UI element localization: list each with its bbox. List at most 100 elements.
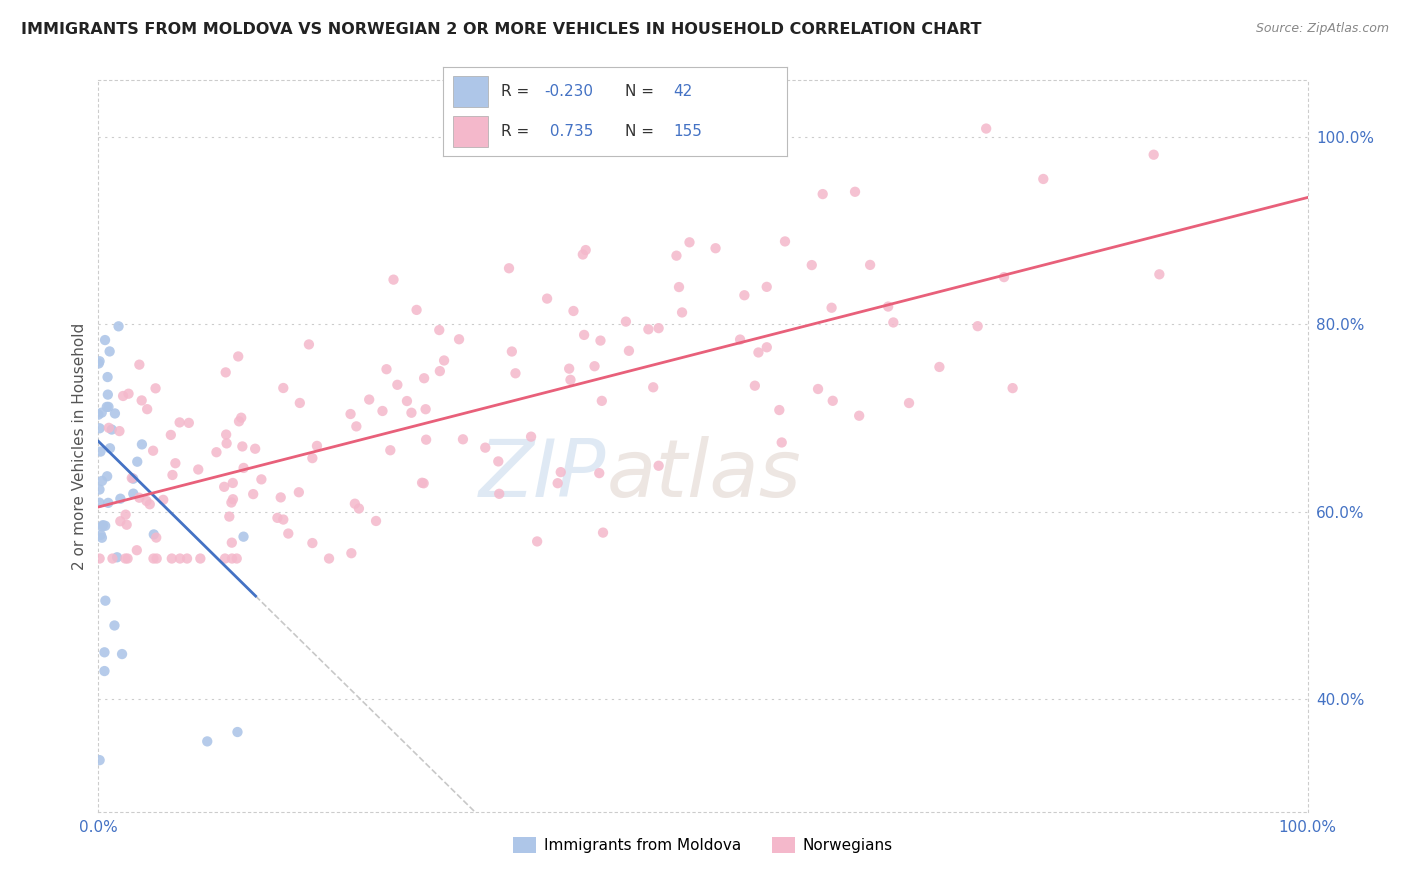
Point	[127, 455, 149, 469]
Point	[90, 528, 112, 542]
Point	[89, 496, 111, 510]
Point	[1143, 147, 1166, 161]
Point	[114, 508, 136, 522]
Point	[271, 512, 294, 526]
Point	[343, 497, 366, 511]
Point	[800, 258, 823, 272]
Point	[271, 381, 294, 395]
Point	[474, 441, 496, 455]
Point	[160, 551, 183, 566]
Point	[583, 359, 606, 374]
Point	[226, 350, 249, 364]
Point	[364, 514, 387, 528]
Point	[966, 319, 988, 334]
Point	[121, 471, 143, 485]
Point	[94, 593, 117, 607]
Point	[704, 241, 727, 255]
Point	[558, 361, 581, 376]
Point	[572, 247, 595, 261]
Point	[98, 344, 121, 359]
Point	[169, 551, 191, 566]
Point	[221, 535, 243, 549]
Point	[486, 454, 509, 468]
Point	[105, 550, 128, 565]
Point	[844, 185, 866, 199]
Point	[820, 301, 842, 315]
Point	[288, 485, 311, 500]
Point	[232, 530, 254, 544]
Point	[747, 345, 769, 359]
Point	[160, 428, 183, 442]
Point	[89, 551, 111, 566]
Y-axis label: 2 or more Vehicles in Household: 2 or more Vehicles in Household	[72, 322, 87, 570]
Point	[112, 389, 135, 403]
Point	[318, 551, 340, 566]
Point	[90, 531, 112, 545]
Point	[97, 400, 120, 414]
Point	[993, 270, 1015, 285]
Point	[589, 334, 612, 348]
Text: Source: ZipAtlas.com: Source: ZipAtlas.com	[1256, 22, 1389, 36]
Point	[89, 483, 111, 497]
Point	[110, 514, 132, 528]
Point	[125, 543, 148, 558]
Point	[301, 536, 323, 550]
Point	[115, 517, 138, 532]
Point	[142, 551, 165, 566]
Point	[592, 525, 614, 540]
Text: -0.230: -0.230	[544, 84, 593, 99]
Point	[755, 340, 778, 354]
Point	[382, 273, 405, 287]
Point	[1032, 172, 1054, 186]
Point	[93, 645, 115, 659]
Text: 42: 42	[673, 84, 693, 99]
Point	[111, 647, 134, 661]
Point	[405, 302, 427, 317]
Point	[617, 343, 640, 358]
Point	[187, 462, 209, 476]
Point	[395, 394, 418, 409]
Point	[169, 416, 191, 430]
Point	[97, 370, 120, 384]
Point	[91, 519, 114, 533]
Point	[122, 472, 145, 486]
Point	[231, 440, 253, 454]
Point	[359, 392, 381, 407]
Point	[773, 235, 796, 249]
Point	[131, 437, 153, 451]
Point	[131, 393, 153, 408]
Point	[347, 501, 370, 516]
Text: 155: 155	[673, 124, 703, 139]
Point	[647, 321, 669, 335]
Point	[643, 380, 665, 394]
Point	[770, 435, 793, 450]
Point	[242, 487, 264, 501]
Point	[228, 414, 250, 428]
Point	[222, 492, 245, 507]
Point	[974, 121, 997, 136]
Point	[214, 551, 236, 566]
Point	[678, 235, 700, 250]
Point	[212, 480, 235, 494]
Point	[91, 518, 114, 533]
Point	[226, 725, 249, 739]
Point	[97, 387, 120, 401]
Point	[928, 359, 950, 374]
Point	[821, 393, 844, 408]
Point	[413, 371, 436, 385]
Point	[266, 511, 288, 525]
Point	[733, 288, 755, 302]
Point	[177, 416, 200, 430]
Point	[371, 404, 394, 418]
Point	[96, 400, 118, 414]
Point	[1001, 381, 1024, 395]
Point	[505, 366, 527, 380]
Point	[412, 476, 434, 491]
Point	[665, 249, 688, 263]
Point	[108, 424, 131, 438]
Text: N =: N =	[626, 84, 659, 99]
Point	[807, 382, 830, 396]
Point	[447, 332, 470, 346]
Point	[215, 436, 238, 450]
Point	[301, 451, 323, 466]
